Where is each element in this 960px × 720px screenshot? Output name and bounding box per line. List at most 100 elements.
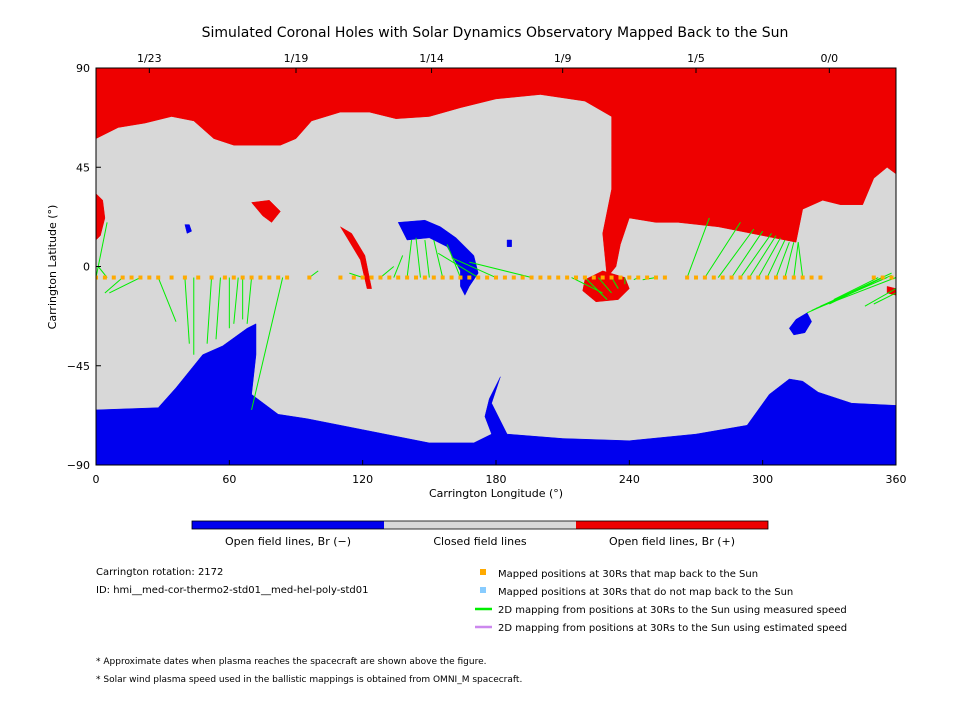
- positive-filament-lon-110: [340, 226, 372, 289]
- model-id-text: ID: hmi__med-cor-thermo2-std01__med-hel-…: [96, 585, 369, 596]
- colorbar-label: Closed field lines: [433, 535, 527, 548]
- x-tick-label: 300: [752, 473, 773, 486]
- mapped-position-marker: [414, 275, 418, 280]
- field-line: [215, 277, 221, 340]
- mapped-position-marker: [747, 275, 752, 280]
- mapped-position-marker: [102, 275, 107, 280]
- colorbar-frame: [191, 520, 769, 530]
- mapped-position-marker: [556, 275, 561, 280]
- x-axis: 0 60 120 180 240 300 360: [93, 460, 907, 486]
- mapped-position-marker: [654, 275, 658, 280]
- negative-speck-lon-41: [184, 224, 192, 234]
- mapped-position-marker: [538, 275, 543, 280]
- field-line: [704, 222, 741, 278]
- mapped-position-marker: [129, 275, 134, 280]
- colorbar-segment: [576, 521, 768, 529]
- mapped-position-marker: [774, 275, 778, 280]
- mapped-position-marker: [267, 275, 272, 280]
- mapped-position-marker: [547, 275, 552, 280]
- y-axis-label: Carrington Latitude (°): [46, 205, 59, 330]
- legend-label: Mapped positions at 30Rs that do not map…: [498, 587, 793, 598]
- x-axis-label: Carrington Longitude (°): [429, 487, 563, 500]
- mapped-position-marker: [240, 275, 245, 280]
- field-line: [96, 222, 108, 278]
- legend-label: 2D mapping from positions at 30Rs to the…: [498, 623, 847, 634]
- mapped-position-marker: [431, 275, 436, 280]
- field-line: [251, 277, 284, 410]
- field-line: [109, 277, 141, 294]
- mapped-position-marker: [396, 275, 401, 280]
- footnote-speed: * Solar wind plasma speed used in the ba…: [96, 675, 523, 685]
- field-line: [775, 242, 790, 278]
- top-tick-label: 1/23: [137, 52, 162, 65]
- top-tick-label: 1/14: [419, 52, 444, 65]
- mapped-position-marker: [511, 275, 516, 280]
- mapped-position-marker: [111, 275, 116, 280]
- mapped-position-marker: [387, 275, 392, 280]
- mapped-position-marker: [529, 275, 534, 280]
- positive-patch-lon-75: [251, 200, 281, 223]
- field-line: [833, 277, 879, 301]
- mapped-position-marker: [729, 275, 734, 280]
- field-line: [451, 257, 497, 278]
- field-line: [815, 277, 896, 309]
- field-line: [380, 266, 395, 278]
- field-line: [349, 272, 363, 279]
- negative-speck-lon-186: [506, 239, 512, 247]
- mapped-position-marker: [574, 275, 578, 280]
- mapped-position-marker: [720, 275, 725, 280]
- x-tick-label: 60: [222, 473, 236, 486]
- field-line: [748, 235, 777, 278]
- negative-equatorial-hole: [397, 219, 479, 296]
- mapped-position-marker: [871, 275, 876, 280]
- top-tick-label: 1/19: [284, 52, 309, 65]
- legend-label: 2D mapping from positions at 30Rs to the…: [498, 605, 847, 616]
- mapped-position-marker: [307, 275, 312, 280]
- top-tick-label: 0/0: [820, 52, 838, 65]
- mapped-position-marker: [520, 275, 525, 280]
- mapped-position-marker: [618, 275, 623, 280]
- field-line: [415, 237, 421, 278]
- mapped-position-marker: [360, 275, 365, 280]
- mapped-position-marker: [662, 275, 667, 280]
- mapped-position-marker: [485, 275, 490, 280]
- mapped-position-marker: [476, 275, 481, 280]
- footnote-dates: * Approximate dates when plasma reaches …: [96, 657, 487, 667]
- mapped-position-marker: [96, 275, 98, 280]
- mapped-position-marker: [169, 275, 174, 280]
- colorbar-label: Open field lines, Br (−): [225, 535, 351, 548]
- mapped-position-marker: [627, 275, 632, 280]
- field-line: [233, 277, 239, 324]
- mapped-position-marker: [502, 275, 507, 280]
- field-line: [469, 261, 532, 279]
- mapped-position-marker: [791, 275, 796, 280]
- field-line: [406, 239, 413, 278]
- mapped-position-marker: [222, 275, 227, 280]
- legend-label: Mapped positions at 30Rs that map back t…: [498, 569, 758, 580]
- mapped-position-marker: [440, 275, 445, 280]
- field-line: [864, 288, 896, 307]
- mapped-position-marker: [258, 275, 263, 280]
- mapped-position-marker: [231, 275, 236, 280]
- field-line: [584, 277, 608, 300]
- mapped-position-marker: [600, 275, 605, 280]
- mapped-position-marker: [800, 275, 805, 280]
- x-tick-label: 120: [352, 473, 373, 486]
- top-date-axis: 1/23 1/19 1/14 1/9 1/5 0/0: [137, 52, 838, 73]
- mapped-positions: [96, 275, 894, 280]
- carrington-rotation-text: Carrington rotation: 2172: [96, 567, 224, 578]
- mapped-position-marker: [782, 275, 787, 280]
- x-tick-label: 240: [619, 473, 640, 486]
- mapped-position-marker: [156, 275, 161, 280]
- legend-marker: [480, 569, 486, 575]
- colorbar: Open field lines, Br (−) Closed field lin…: [191, 520, 769, 548]
- colorbar-segment: [384, 521, 576, 529]
- mapped-position-marker: [276, 275, 281, 280]
- mapped-position-marker: [702, 275, 707, 280]
- field-line: [784, 242, 795, 278]
- y-tick-label: 90: [76, 62, 90, 75]
- field-line: [446, 244, 461, 278]
- mapped-position-marker: [565, 275, 570, 280]
- mapped-position-marker: [889, 275, 894, 280]
- y-axis: −90 −45 0 45 90: [67, 62, 101, 472]
